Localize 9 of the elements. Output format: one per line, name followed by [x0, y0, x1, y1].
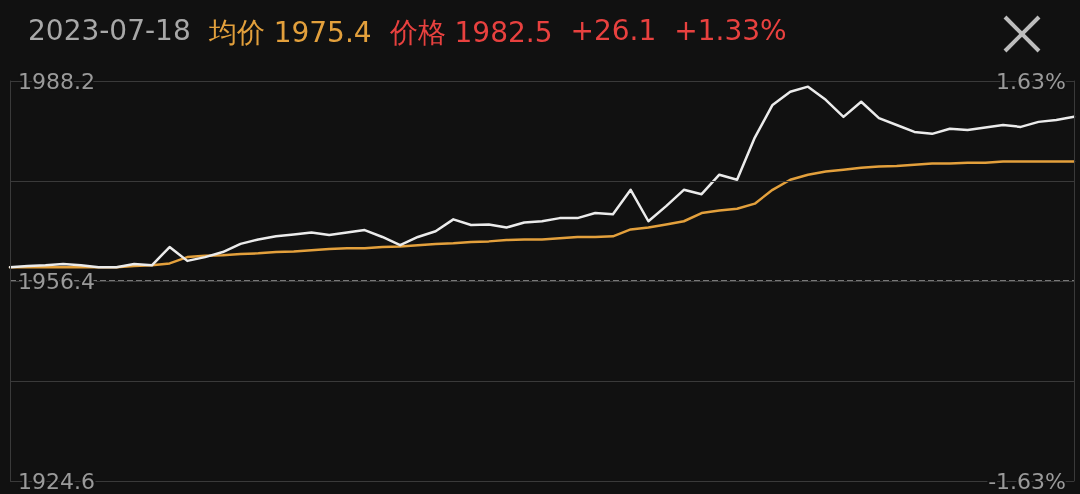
y-tick-label: 1924.6 — [18, 468, 95, 494]
y2-tick-label: -1.63% — [988, 468, 1066, 494]
text: +26.1 — [570, 14, 657, 49]
text: 价格 1982.5 — [389, 15, 553, 51]
y2-tick-label: 1.63% — [996, 68, 1066, 94]
chart-title: 2023-07-18 — [28, 14, 191, 49]
text: 均价 1975.4 — [208, 15, 372, 51]
y-tick-label: 1988.2 — [18, 68, 95, 94]
text: +1.33% — [674, 14, 787, 49]
